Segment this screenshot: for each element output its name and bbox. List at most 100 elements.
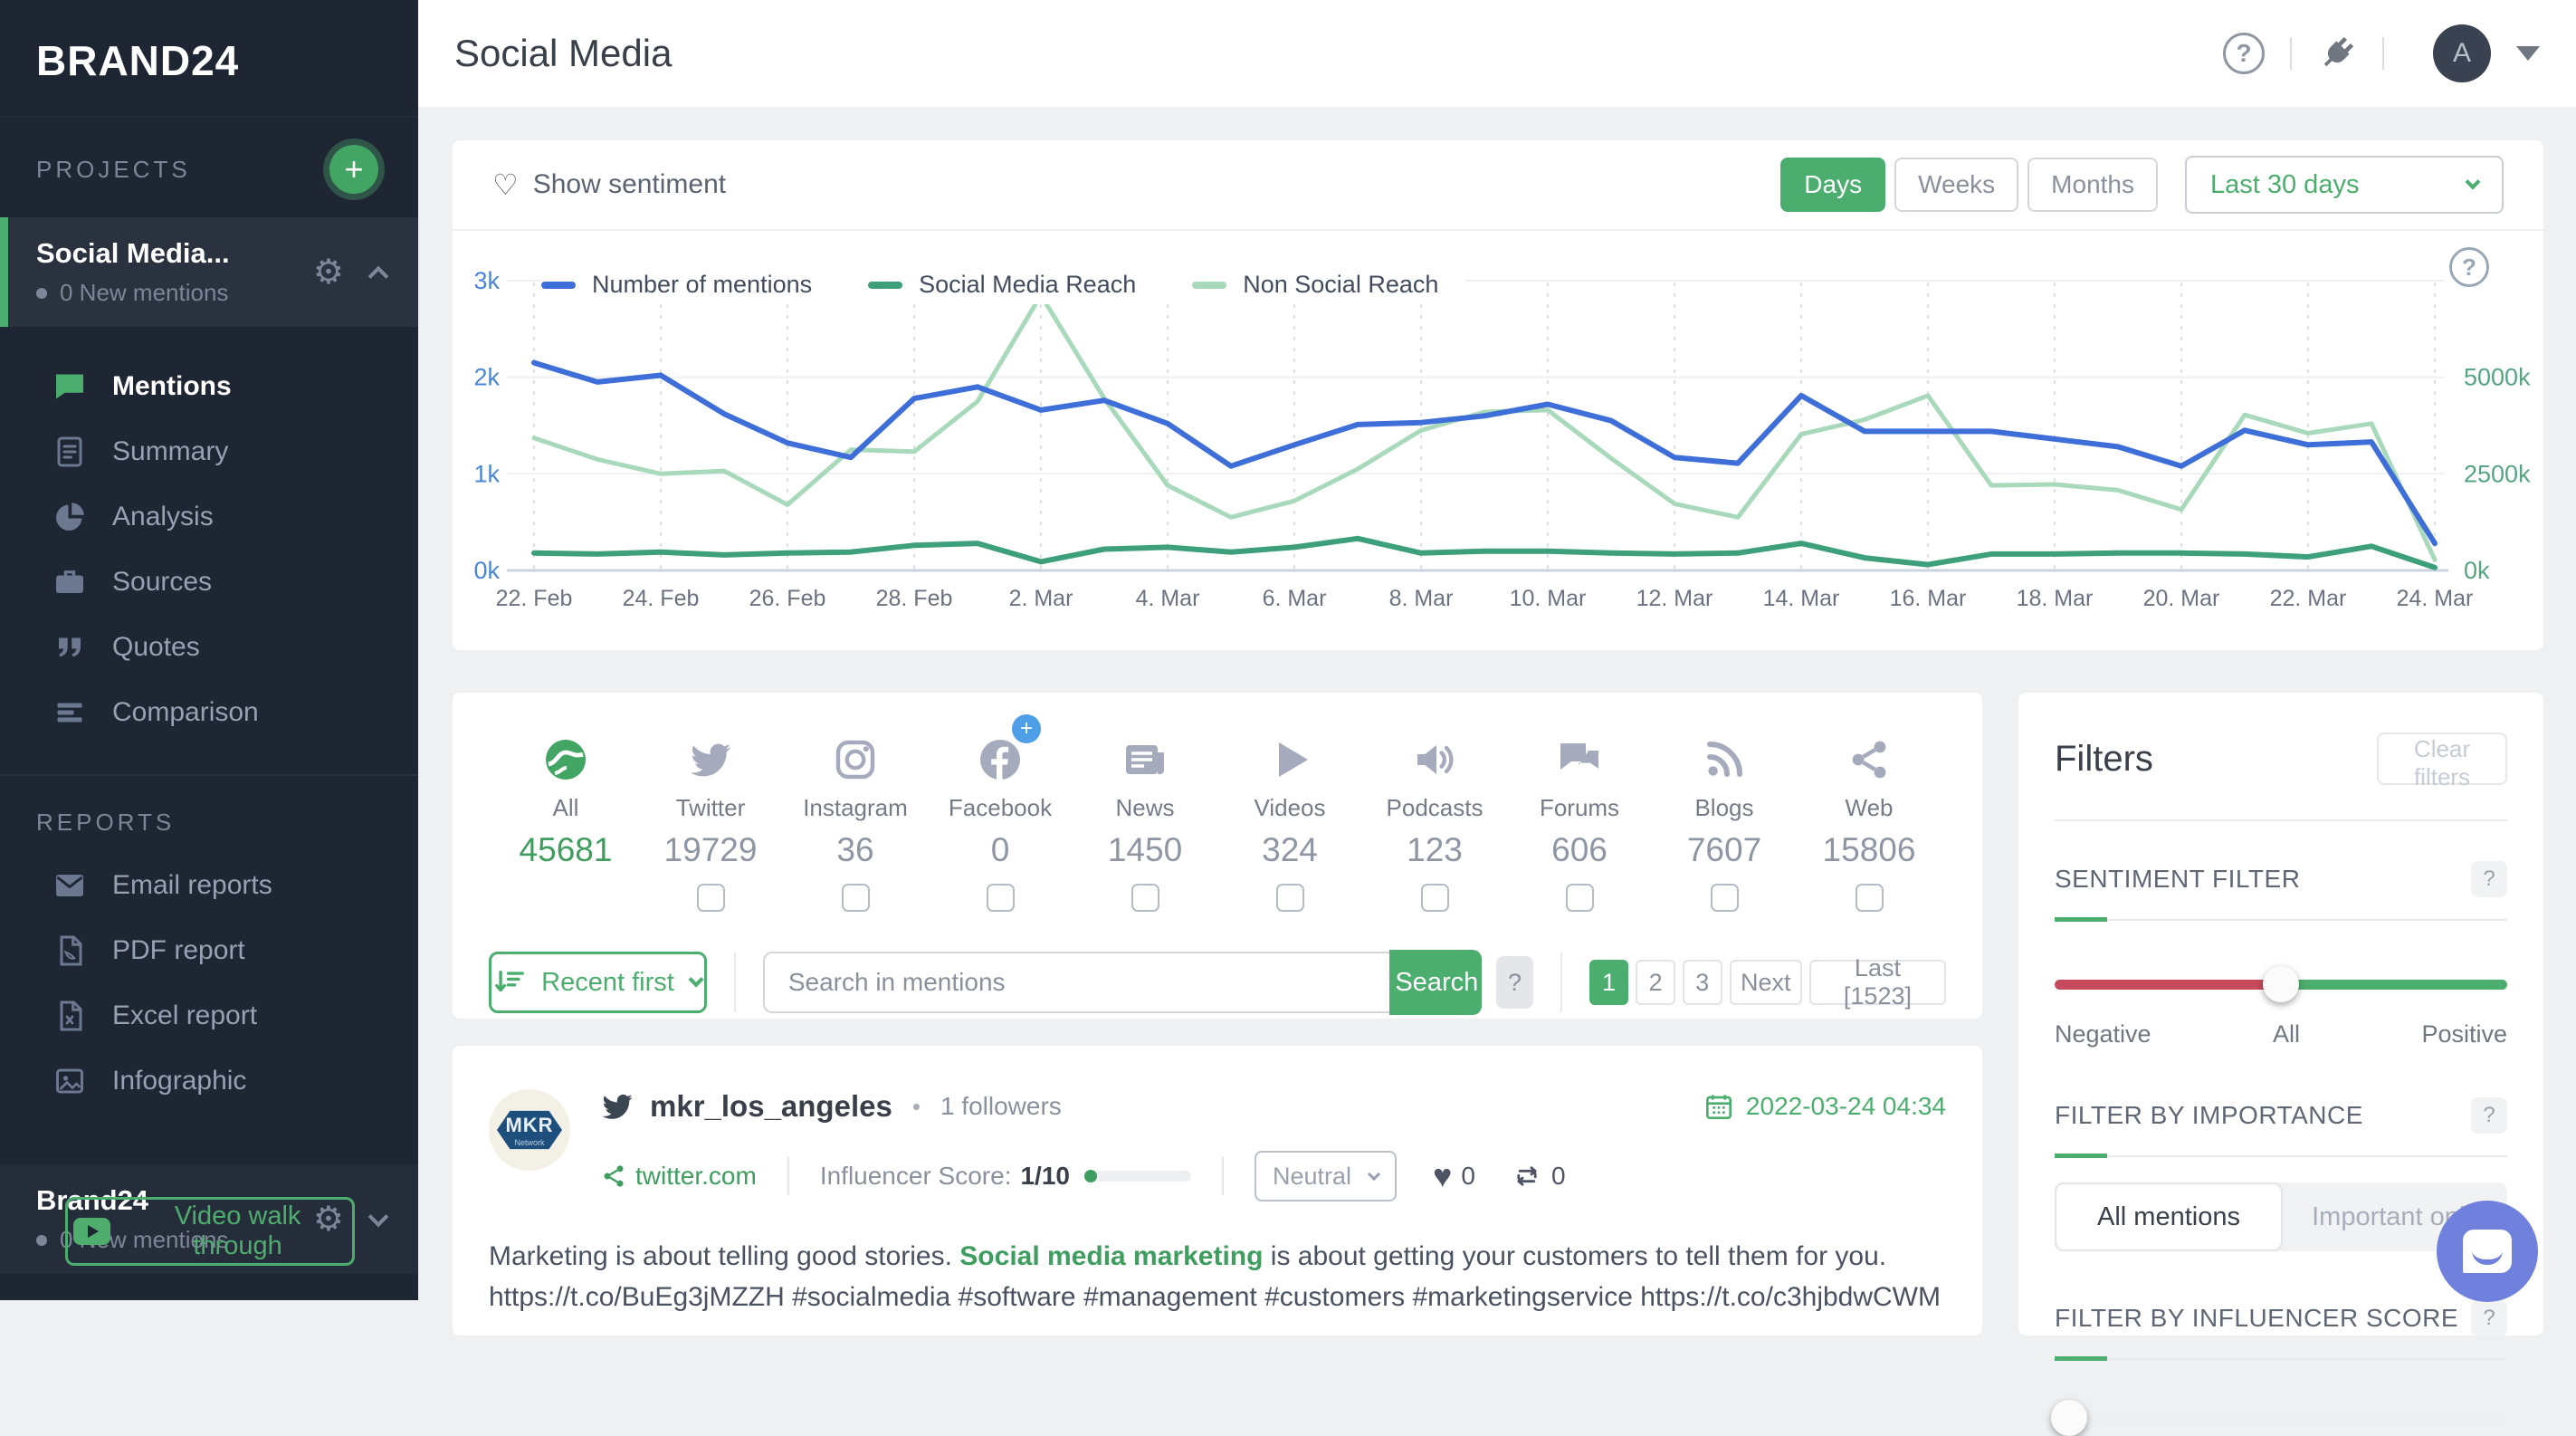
importance-help-icon[interactable]: ? [2471, 1097, 2507, 1134]
granularity-months-button[interactable]: Months [2027, 158, 2158, 212]
video-walkthrough-label: Video walk through [174, 1201, 301, 1260]
pagination-1[interactable]: 1 [1589, 960, 1629, 1005]
plus-badge-icon[interactable]: + [1012, 714, 1041, 743]
sidebar-item-sources[interactable]: Sources [0, 550, 418, 615]
pagination-2[interactable]: 2 [1636, 960, 1675, 1005]
source-count: 606 [1551, 831, 1608, 868]
sidebar-item-analysis[interactable]: Analysis [0, 484, 418, 550]
source-checkbox[interactable] [1420, 884, 1449, 912]
source-filter-forums[interactable]: Forums 606 [1508, 729, 1651, 912]
legend-item-social-media-reach[interactable]: Social Media Reach [868, 271, 1136, 299]
influencer-help-icon[interactable]: ? [2471, 1300, 2507, 1336]
source-checkbox[interactable] [841, 884, 870, 912]
source-label: Blogs [1694, 794, 1754, 821]
source-filter-instagram[interactable]: Instagram 36 [784, 729, 927, 912]
source-checkbox[interactable] [986, 884, 1015, 912]
source-filter-twitter[interactable]: Twitter 19729 [639, 729, 782, 912]
avatar-logo-text: MKR [505, 1113, 554, 1136]
help-icon[interactable]: ? [2223, 33, 2265, 74]
pdf-file-icon [52, 933, 87, 968]
influencer-slider-thumb[interactable] [2051, 1400, 2087, 1436]
sentiment-slider-thumb[interactable] [2263, 966, 2299, 1002]
source-checkbox[interactable] [696, 884, 725, 912]
show-sentiment-label: Show sentiment [532, 169, 727, 199]
source-filter-videos[interactable]: Videos 324 [1218, 729, 1361, 912]
sidebar-item-mentions[interactable]: Mentions [0, 354, 418, 419]
mention-keyword[interactable]: Social media marketing [959, 1241, 1264, 1271]
search-input[interactable] [762, 952, 1390, 1013]
caret-down-icon[interactable] [2516, 46, 2540, 61]
sidebar-item-comparison[interactable]: Comparison [0, 680, 418, 745]
reports-nav: Email reports PDF report Excel report Infog… [0, 849, 418, 1137]
chevron-up-icon[interactable] [367, 265, 389, 286]
influencer-slider-track[interactable] [2055, 1413, 2507, 1423]
source-filter-podcasts[interactable]: Podcasts 123 [1363, 729, 1506, 912]
sidebar-item-excel-report[interactable]: Excel report [0, 983, 418, 1048]
source-count: 15806 [1822, 831, 1916, 868]
mention-avatar[interactable]: MKR Network [489, 1089, 570, 1171]
sidebar-item-infographic[interactable]: Infographic [0, 1048, 418, 1114]
source-filter-web[interactable]: Web 15806 [1798, 729, 1941, 912]
influencer-score-bar [1083, 1170, 1191, 1182]
pagination-3[interactable]: 3 [1682, 960, 1722, 1005]
sidebar-item-label: Summary [112, 436, 229, 466]
mention-username[interactable]: mkr_los_angeles [650, 1089, 892, 1123]
search-button[interactable]: Search [1389, 950, 1483, 1015]
twitter-icon [601, 1090, 634, 1123]
chat-widget-button[interactable] [2437, 1201, 2538, 1302]
source-filter-all[interactable]: All 45681 [494, 729, 637, 912]
legend-item-number-of-mentions[interactable]: Number of mentions [541, 271, 812, 299]
sidebar-item-quotes[interactable]: Quotes [0, 615, 418, 680]
sentiment-help-icon[interactable]: ? [2471, 861, 2507, 897]
sidebar-item-pdf-report[interactable]: PDF report [0, 918, 418, 983]
importance-filter-header: FILTER BY IMPORTANCE ? [2055, 1097, 2507, 1134]
sidebar-item-email-reports[interactable]: Email reports [0, 853, 418, 918]
gear-icon[interactable]: ⚙ [312, 1201, 344, 1239]
date-range-select[interactable]: Last 30 days [2185, 156, 2504, 214]
legend-item-non-social-reach[interactable]: Non Social Reach [1192, 271, 1438, 299]
date-range-value: Last 30 days [2210, 169, 2360, 199]
search-help-button[interactable]: ? [1496, 956, 1533, 1009]
globe-icon [544, 729, 587, 781]
source-checkbox[interactable] [1275, 884, 1304, 912]
mention-text-before: Marketing is about telling good stories. [489, 1241, 960, 1271]
video-walkthrough-button[interactable]: Video walk through [65, 1197, 355, 1266]
source-checkbox[interactable] [1710, 884, 1739, 912]
pie-chart-icon [52, 500, 87, 534]
chevron-down-icon[interactable] [367, 1206, 389, 1227]
source-checkbox[interactable] [1855, 884, 1884, 912]
source-checkbox[interactable] [1131, 884, 1159, 912]
pagination-next[interactable]: Next [1729, 960, 1802, 1005]
gear-icon[interactable]: ⚙ [312, 254, 344, 292]
source-count: 0 [990, 831, 1010, 868]
source-filter-blogs[interactable]: Blogs 7607 [1653, 729, 1796, 912]
tab-all-mentions[interactable]: All mentions [2055, 1182, 2283, 1251]
pagination-last-1523-[interactable]: Last [1523] [1808, 954, 1946, 1010]
sort-order-select[interactable]: Recent first [489, 952, 707, 1013]
sidebar-item-label: PDF report [112, 935, 245, 965]
source-filter-news[interactable]: News 1450 [1073, 729, 1216, 912]
project-item-social-media[interactable]: Social Media... 0 New mentions ⚙ [0, 217, 418, 327]
show-sentiment-toggle[interactable]: ♡ Show sentiment [492, 168, 726, 202]
source-checkbox[interactable] [1565, 884, 1594, 912]
add-project-button[interactable]: + [329, 145, 378, 194]
plug-icon[interactable] [2317, 34, 2357, 73]
source-label: Web [1845, 794, 1894, 821]
svg-text:22. Feb: 22. Feb [496, 586, 573, 611]
mention-source-link[interactable]: twitter.com [635, 1162, 757, 1190]
source-filter-facebook[interactable]: + Facebook 0 [929, 714, 1072, 912]
clear-filters-button[interactable]: Clear filters [2377, 732, 2507, 790]
sentiment-select[interactable]: Neutral [1254, 1151, 1398, 1201]
influencer-slider [2051, 1400, 2507, 1436]
retweets-counter[interactable]: 0 [1512, 1161, 1566, 1192]
likes-counter[interactable]: ♥ 0 [1433, 1160, 1475, 1192]
sidebar-item-summary[interactable]: Summary [0, 419, 418, 484]
granularity-weeks-button[interactable]: Weeks [1894, 158, 2019, 212]
mentions-reach-chart[interactable]: 0k 1k 2k 3k 0k 2500k 5000k 22. Feb 24. Feb 26. Fe… [453, 231, 2543, 647]
sentiment-label-negative: Negative [2055, 1020, 2151, 1048]
granularity-days-button[interactable]: Days [1780, 158, 1886, 212]
section-accent-line [2055, 917, 2507, 922]
avatar[interactable]: A [2433, 24, 2491, 82]
chart-help-icon[interactable]: ? [2449, 247, 2489, 287]
legend-label: Number of mentions [592, 271, 813, 298]
